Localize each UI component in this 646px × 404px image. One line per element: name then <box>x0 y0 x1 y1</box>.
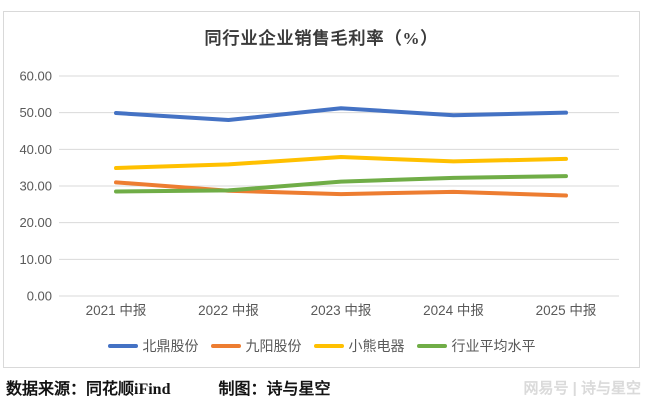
legend-label: 北鼎股份 <box>142 338 199 354</box>
footer: 数据来源：同花顺iFind 制图：诗与星空 网易号 | 诗与星空 <box>6 375 641 399</box>
y-tick-label: 50.00 <box>19 105 52 120</box>
chart-title: 同行业企业销售毛利率（%） <box>204 29 439 48</box>
legend-item-1: 九阳股份 <box>210 336 302 356</box>
series-line-1 <box>114 180 568 198</box>
x-tick-label: 2025 中报 <box>536 303 597 318</box>
series-line-2 <box>114 155 568 171</box>
legend-swatch-icon <box>416 344 447 348</box>
y-tick-label: 60.00 <box>19 69 52 84</box>
legend-label: 九阳股份 <box>245 338 302 354</box>
footer-credits: 数据来源：同花顺iFind 制图：诗与星空 <box>6 375 330 399</box>
legend-swatch-icon <box>313 344 344 348</box>
x-tick-label: 2024 中报 <box>423 303 484 318</box>
legend-item-3: 行业平均水平 <box>416 336 536 356</box>
legend-label: 小熊电器 <box>348 338 405 354</box>
legend-item-2: 小熊电器 <box>313 336 405 356</box>
legend-label: 行业平均水平 <box>451 338 536 354</box>
legend-swatch-icon <box>210 344 241 348</box>
plot-svg: 0.00 10.00 20.00 30.00 40.00 50.00 60.00 2021 中… <box>19 69 619 318</box>
series-line-3 <box>114 174 568 194</box>
y-tick-label: 0.00 <box>27 289 52 304</box>
y-tick-label: 30.00 <box>19 179 52 194</box>
legend-swatch-icon <box>107 344 138 348</box>
legend: 北鼎股份 九阳股份 小熊电器 行业平均水平 <box>4 336 639 356</box>
watermark: 网易号 | 诗与星空 <box>523 380 641 397</box>
y-tick-label: 10.00 <box>19 252 52 267</box>
x-tick-label: 2021 中报 <box>86 303 147 318</box>
y-tick-label: 40.00 <box>19 142 52 157</box>
y-tick-label: 20.00 <box>19 215 52 230</box>
legend-item-0: 北鼎股份 <box>107 336 199 356</box>
series-line-0 <box>114 106 568 122</box>
chart-credit-label: 制图：诗与星空 <box>218 381 331 398</box>
x-tick-label: 2023 中报 <box>311 303 372 318</box>
x-tick-label: 2022 中报 <box>198 303 259 318</box>
chart-container: 0.00 10.00 20.00 30.00 40.00 50.00 60.00 2021 中… <box>3 11 640 368</box>
data-source-label: 数据来源：同花顺iFind <box>6 381 171 398</box>
